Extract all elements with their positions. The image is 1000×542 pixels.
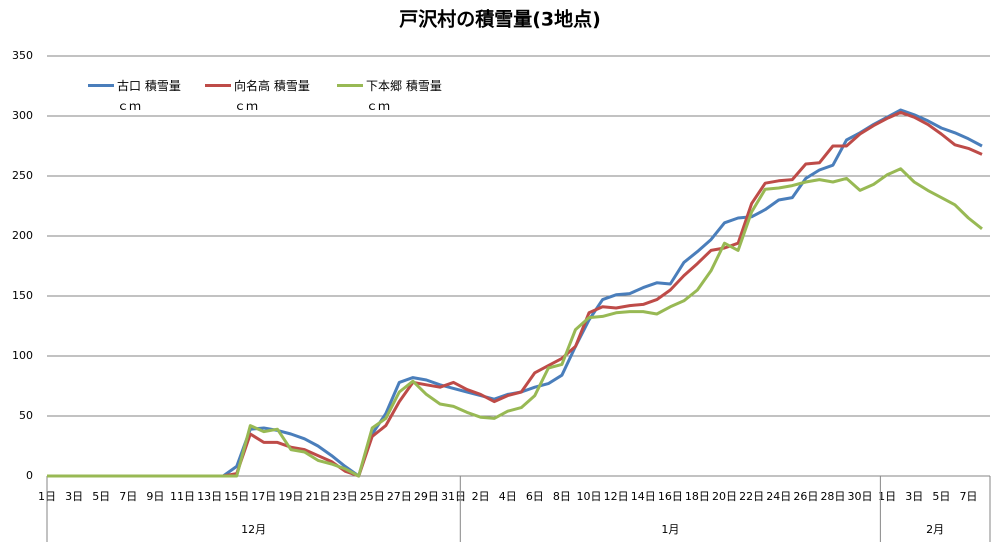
x-tick-label: 24日 [766,490,791,503]
y-tick-label: 50 [19,409,33,422]
legend-label: 古口 積雪量 ｃｍ [117,79,181,113]
x-tick-label: 5日 [932,490,950,503]
y-tick-label: 350 [12,49,33,62]
x-tick-label: 16日 [658,490,683,503]
legend-swatch [337,84,363,87]
legend-label: 向名高 積雪量 ｃｍ [234,79,310,113]
y-tick-label: 300 [12,109,33,122]
x-tick-label: 23日 [333,490,358,503]
y-tick-label: 0 [26,469,33,482]
x-tick-label: 14日 [631,490,656,503]
x-tick-label: 22日 [739,490,764,503]
x-tick-label: 10日 [577,490,602,503]
month-label: 12月 [241,523,266,536]
x-tick-label: 29日 [414,490,439,503]
x-tick-label: 27日 [387,490,412,503]
y-tick-label: 100 [12,349,33,362]
x-tick-label: 8日 [553,490,571,503]
x-tick-label: 11日 [170,490,195,503]
legend-swatch [88,84,114,87]
legend-item: 下本郷 積雪量 ｃｍ [337,76,442,116]
month-label: 1月 [661,523,679,536]
series-line [47,167,983,478]
legend-label: 下本郷 積雪量 ｃｍ [366,79,442,113]
series-line [47,108,983,478]
x-tick-label: 6日 [526,490,544,503]
x-tick-label: 5日 [92,490,110,503]
x-tick-label: 13日 [197,490,222,503]
x-tick-label: 1日 [878,490,896,503]
x-tick-label: 3日 [65,490,83,503]
x-tick-label: 25日 [360,490,385,503]
x-tick-label: 21日 [306,490,331,503]
x-tick-label: 7日 [959,490,977,503]
x-tick-label: 2日 [472,490,490,503]
x-tick-label: 12日 [604,490,629,503]
x-tick-label: 19日 [278,490,303,503]
y-tick-label: 250 [12,169,33,182]
x-tick-label: 9日 [146,490,164,503]
x-tick-label: 3日 [905,490,923,503]
legend-item: 向名高 積雪量 ｃｍ [205,76,310,116]
month-label: 2月 [926,523,944,536]
x-tick-label: 30日 [848,490,873,503]
x-tick-label: 26日 [793,490,818,503]
y-tick-label: 150 [12,289,33,302]
x-tick-label: 17日 [251,490,276,503]
chart-title: 戸沢村の積雪量(3地点) [399,8,601,31]
x-tick-label: 15日 [224,490,249,503]
x-tick-label: 7日 [119,490,137,503]
legend-swatch [205,84,231,87]
x-tick-label: 31日 [441,490,466,503]
x-tick-label: 28日 [820,490,845,503]
series-line [47,110,983,478]
x-tick-label: 4日 [499,490,517,503]
legend-item: 古口 積雪量 ｃｍ [88,76,181,116]
x-tick-label: 18日 [685,490,710,503]
x-tick-label: 20日 [712,490,737,503]
y-tick-label: 200 [12,229,33,242]
